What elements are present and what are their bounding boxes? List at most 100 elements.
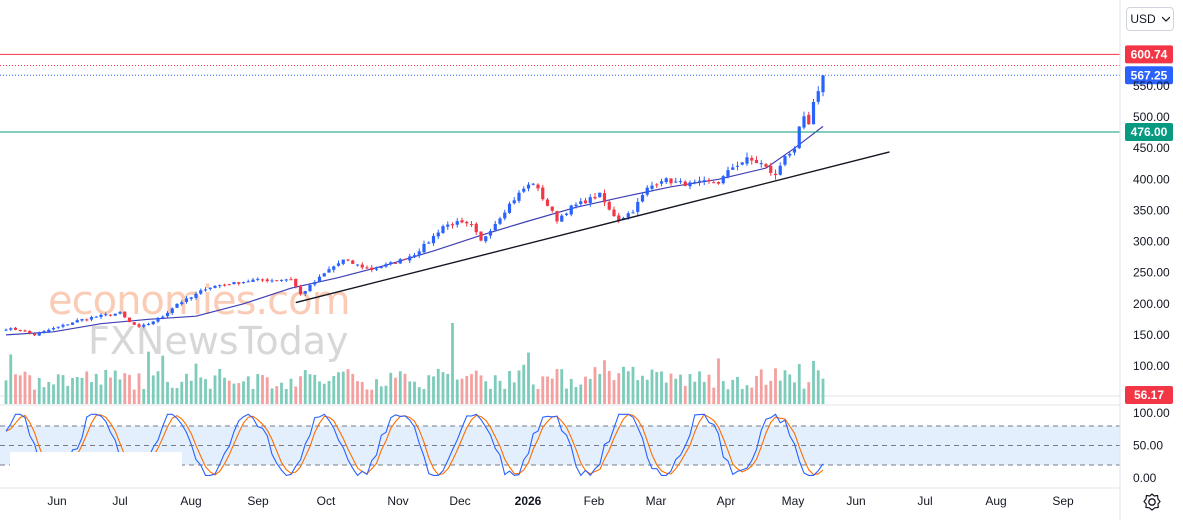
price-tick-label: 500.00 [1133,110,1170,124]
candle [484,236,488,244]
svg-text:56.17: 56.17 [1134,388,1164,402]
volume-bar [641,375,644,404]
price-axis[interactable]: 600.74 567.25 476.00 100.00 150.00 200.00 250.… [1125,45,1173,485]
volume-bar [465,375,469,404]
volume-bar [451,323,454,404]
volume-bar [721,381,725,404]
volume-bar [527,352,530,404]
volume-bar [351,373,355,404]
volume-bar [318,381,321,404]
volume-bar [441,372,445,404]
candle [408,253,412,264]
time-tick-label: 2026 [515,494,542,508]
candle [564,212,569,217]
volume-bar [175,388,179,404]
volume-bar [517,370,521,404]
candle [32,333,37,337]
candle [336,260,341,267]
candle [683,180,687,187]
candle [821,74,825,97]
candle [797,126,801,150]
candle [351,259,355,265]
candle [412,252,417,259]
volume-bar [346,369,350,404]
settings-gear-icon[interactable] [1141,491,1163,513]
volume-bar [555,369,559,404]
volume-bar [37,377,41,404]
candle [270,278,274,283]
candle [246,279,250,283]
volume-bar [436,368,440,404]
legend-mask [10,452,182,478]
volume-bar [612,380,616,404]
volume-bar [774,368,777,404]
volume-bar [356,381,359,404]
volume-bar [360,381,364,404]
candle [769,162,773,176]
price-tick-label: 350.00 [1133,203,1170,217]
candle [289,277,293,281]
candle [650,181,654,192]
volume-bar [712,387,716,404]
candle [655,183,659,189]
candle [327,266,331,273]
volume-bar [503,388,507,404]
volume-bar [626,371,630,404]
volume-bar [47,381,51,404]
price-tick-label: 300.00 [1133,235,1170,249]
candle [66,324,70,326]
candle [365,265,369,269]
candle [522,186,526,194]
candle [260,278,265,282]
volume-badge: 56.17 [1125,386,1173,404]
volume-bar [650,369,654,404]
candle [636,197,640,216]
volume-bar [66,385,70,404]
volume-bar [607,370,611,404]
candle [18,329,22,332]
candle [389,261,393,266]
volume-bar [655,372,659,404]
candle [712,180,716,184]
volume-bar [664,382,668,404]
volume-bar [284,389,288,404]
volume-bar [4,380,8,404]
volume-bar [750,387,754,404]
trendline[interactable] [295,151,890,304]
candle [127,317,132,323]
time-axis[interactable]: Jun Jul Aug Sep Oct Nov Dec 2026 Feb Mar Apr May Jun… [0,0,1121,520]
candle [816,86,820,105]
volume-bar [522,364,526,404]
volume-bar [816,370,820,404]
volume-bar [617,373,621,404]
volume-bar [85,371,89,404]
volume-bar [161,355,165,404]
volume-bar [227,380,231,404]
volume-bar [237,383,241,404]
volume-bar [394,377,397,404]
volume-bar [204,379,207,404]
volume-bar [109,377,112,404]
volume-bar [783,370,787,404]
volume-bar [313,374,317,404]
candle [284,278,288,282]
volume-bar [474,370,478,404]
candle [517,190,521,204]
currency-selector[interactable]: USD [1126,7,1174,31]
volume-bar [137,373,141,404]
volume-bar [408,381,412,404]
candle [669,178,673,186]
candle [203,287,208,292]
volume-bar [132,389,136,404]
support-trendline[interactable] [295,151,890,304]
volume-bar [341,371,345,404]
volume-bar [565,388,568,404]
stochastic-tick-label: 100.00 [1133,406,1170,420]
candle [132,322,136,326]
volume-bar [669,373,673,404]
volume-bar [265,377,269,404]
price-level-badge: 600.74 [1125,45,1173,64]
volume-bar [375,379,378,404]
